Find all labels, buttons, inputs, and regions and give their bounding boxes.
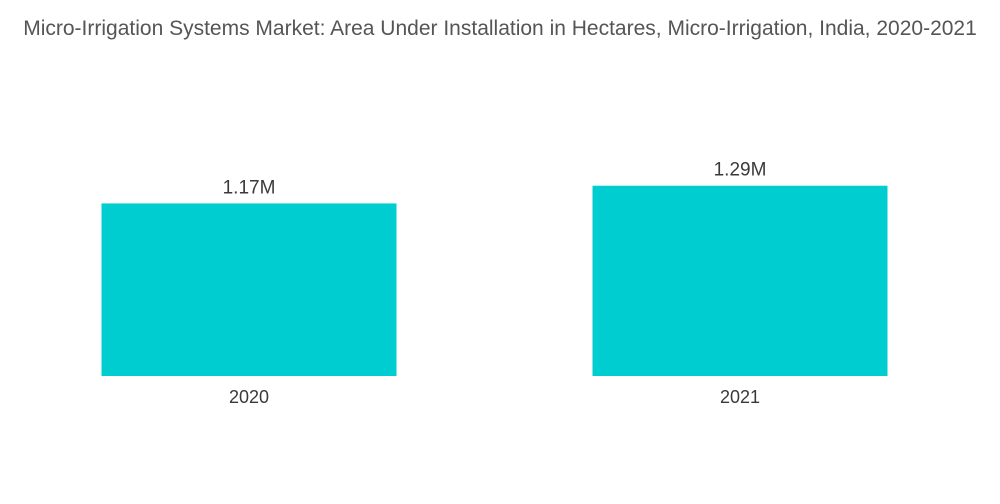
chart-title: Micro-Irrigation Systems Market: Area Un… [23, 17, 977, 40]
data-label-2021: 1.29M [714, 160, 767, 181]
bar-2020 [101, 203, 397, 376]
x-tick-label-2020: 2020 [229, 387, 269, 407]
data-label-2020: 1.17M [223, 177, 276, 198]
bar-2021 [592, 185, 888, 376]
x-tick-label-2021: 2021 [720, 387, 760, 407]
